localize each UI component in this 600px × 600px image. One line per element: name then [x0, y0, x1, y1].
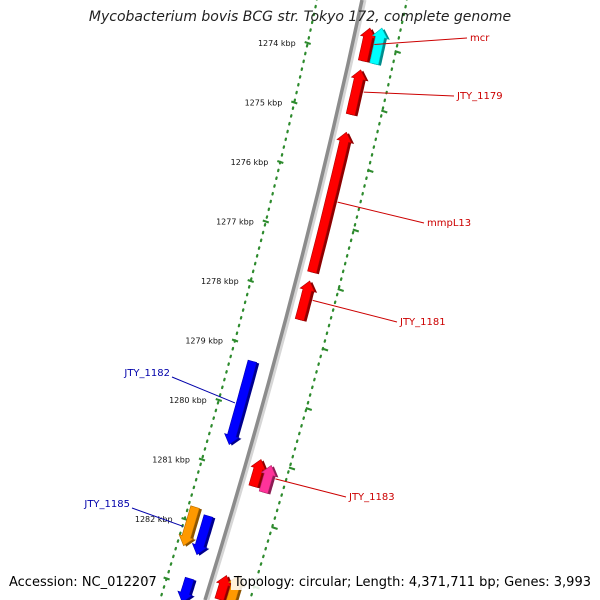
- ruler-tick-outer: [352, 228, 360, 233]
- ruler-tick-inner: [231, 338, 239, 343]
- gene-label-mmpl13: mmpL13: [427, 218, 471, 229]
- gene-label-jty_1179: JTY_1179: [456, 91, 503, 102]
- ruler-tick-outer: [394, 50, 401, 54]
- gene-arrow-mcr: [357, 27, 376, 63]
- ruler-tick-label: 1279 kbp: [185, 337, 223, 346]
- gene-arrow: [214, 575, 232, 600]
- gene-label-leader: [131, 507, 184, 527]
- gene-arrow: [369, 27, 388, 66]
- gene-label-leader: [171, 376, 236, 404]
- gene-label-leader: [312, 299, 398, 323]
- backbone-line: [203, 0, 364, 600]
- ruler-tick-inner: [277, 160, 284, 164]
- ruler-tick-inner: [163, 576, 170, 581]
- ruler-tick-label: 1275 kbp: [245, 99, 283, 108]
- ruler-tick-inner: [304, 41, 311, 45]
- gene-arrow: [191, 514, 214, 556]
- ruler-tick-outer: [380, 109, 388, 114]
- ruler-tick-inner: [247, 279, 255, 283]
- ruler-tick-outer: [321, 347, 329, 352]
- ruler-tick-inner: [215, 398, 223, 402]
- gene-label-jty_1182: JTY_1182: [123, 368, 170, 379]
- ruler-tick-inner: [262, 219, 270, 224]
- ruler-tick-outer: [271, 526, 278, 530]
- ruler-tick-label: 1280 kbp: [169, 396, 207, 405]
- gene-label-leader: [374, 37, 468, 45]
- accession-text: Accession: NC_012207: [9, 575, 160, 590]
- gene-arrow-jty_1179: [345, 69, 367, 116]
- ruler-tick-label: 1281 kbp: [152, 456, 190, 465]
- gene-arrow: [177, 576, 195, 600]
- ruler-tick-label: 1278 kbp: [201, 277, 239, 286]
- ruler-tick-outer: [288, 466, 296, 471]
- ruler-tick-outer: [305, 407, 313, 411]
- gene-arrow-jty_1181: [294, 280, 316, 322]
- gene-label-jty_1183: JTY_1183: [348, 492, 395, 503]
- topology-summary: Topology: circular; Length: 4,371,711 bp…: [230, 575, 591, 590]
- gene-arrow-jty_1183: [258, 464, 277, 494]
- gene-arrow-jty_1185: [178, 505, 200, 547]
- ruler-outer-dots: [249, 0, 408, 600]
- ruler-tick-inner: [290, 100, 298, 105]
- backbone-shadow: [206, 0, 367, 600]
- gene-label-leader: [337, 201, 425, 224]
- map-title: Mycobacterium bovis BCG str. Tokyo 172, …: [88, 9, 512, 25]
- ruler-tick-outer: [337, 288, 345, 292]
- gene-label-mcr: mcr: [470, 33, 490, 44]
- ruler-tick-label: 1277 kbp: [216, 218, 254, 227]
- gene-arrow-jty_1182: [224, 359, 258, 446]
- gene-arrow: [248, 459, 267, 488]
- ruler-tick-inner: [198, 457, 206, 462]
- gene-label-leader: [363, 91, 455, 97]
- ruler-inner-dots: [159, 0, 318, 600]
- gene-label-leader: [275, 478, 347, 498]
- ruler-tick-outer: [367, 169, 374, 173]
- ruler-tick-label: 1274 kbp: [258, 39, 296, 48]
- ruler-tick-label: 1276 kbp: [231, 158, 269, 167]
- gene-label-jty_1185: JTY_1185: [83, 499, 130, 510]
- gene-label-jty_1181: JTY_1181: [399, 317, 446, 328]
- ruler-tick-label: 1282 kbp: [135, 515, 173, 524]
- gene-arrow-mmpl13: [307, 131, 353, 274]
